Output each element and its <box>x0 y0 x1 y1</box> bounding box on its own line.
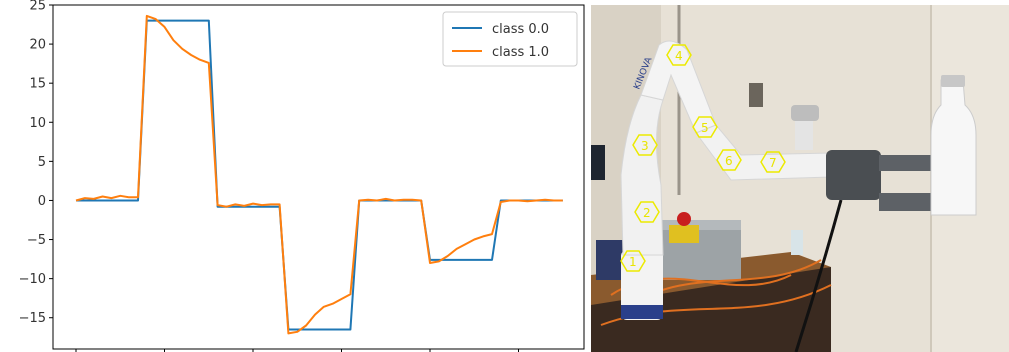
y-tick-label: 15 <box>29 77 46 92</box>
series-line-class-1 <box>75 14 563 335</box>
legend: class 0.0 class 1.0 <box>442 11 578 67</box>
svg-text:1: 1 <box>629 255 637 269</box>
black-cable <box>794 199 843 352</box>
joint-marker-2: 2 <box>634 201 660 223</box>
gripper-body <box>826 150 881 200</box>
svg-text:2: 2 <box>643 206 651 220</box>
arm-link-upper <box>640 40 717 134</box>
bottle-small <box>791 230 803 255</box>
chart-svg: −15 −10 −5 0 5 10 15 20 25 class 0.0 class 1.0 <box>19 0 585 352</box>
legend-label-class-0: class 0.0 <box>492 22 549 37</box>
joint-marker-1: 1 <box>620 250 646 272</box>
y-tick-label: −5 <box>27 233 46 248</box>
joint-marker-3: 3 <box>632 134 658 156</box>
arm-base <box>621 250 663 320</box>
bottle-cap <box>941 75 965 87</box>
joint-marker-6: 6 <box>716 149 742 171</box>
joint-marker-4: 4 <box>666 44 692 66</box>
arm-base-ring <box>621 305 663 319</box>
legend-box <box>442 11 578 67</box>
y-tick-label: −15 <box>19 311 46 326</box>
svg-text:5: 5 <box>701 121 709 135</box>
robot-arm-illustration: KINOVA 4 3 5 6 7 2 1 <box>591 5 1009 352</box>
svg-text:7: 7 <box>769 156 777 170</box>
wall-outlet <box>749 83 763 107</box>
held-bottle <box>930 79 977 216</box>
svg-text:4: 4 <box>675 49 683 63</box>
monitor <box>591 145 605 180</box>
y-tick-label: 20 <box>29 38 46 53</box>
y-tick-label: −10 <box>19 272 46 287</box>
y-tick-label: 10 <box>29 116 46 131</box>
joint-marker-7: 7 <box>760 151 786 173</box>
y-tick-label: 25 <box>29 0 46 14</box>
joint-marker-5: 5 <box>692 116 718 138</box>
y-tick-label: 0 <box>38 194 46 209</box>
y-tick-label: 5 <box>38 155 46 170</box>
estop-button <box>677 212 691 226</box>
estop-base <box>669 225 699 243</box>
camera <box>791 105 819 121</box>
series-layer <box>75 14 563 335</box>
line-chart: −15 −10 −5 0 5 10 15 20 25 class 0.0 class 1.0 <box>19 0 585 352</box>
y-axis: −15 −10 −5 0 5 10 15 20 25 <box>19 0 53 326</box>
svg-text:3: 3 <box>641 139 649 153</box>
svg-text:6: 6 <box>725 154 733 168</box>
robot-arm-photo: KINOVA 4 3 5 6 7 2 1 <box>591 5 1009 352</box>
legend-label-class-1: class 1.0 <box>492 45 549 60</box>
